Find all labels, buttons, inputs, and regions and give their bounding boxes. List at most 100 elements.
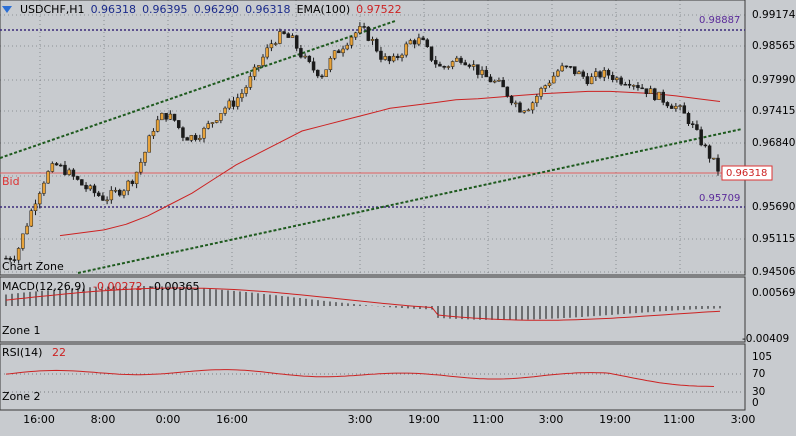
ema-line — [59, 90, 721, 237]
candle-body — [134, 171, 139, 184]
candle-body — [509, 95, 514, 104]
candle-body — [63, 164, 67, 175]
candle-body — [631, 85, 636, 87]
candle-body — [450, 61, 455, 67]
candle-body — [594, 71, 598, 78]
candle-body — [417, 37, 421, 45]
candle-body — [88, 185, 93, 190]
rsi-axis-70: 70 — [752, 368, 766, 380]
candle-body — [299, 48, 303, 58]
time-tick: 8:00 — [90, 413, 116, 426]
candle-body — [307, 55, 312, 62]
candle-body — [476, 64, 480, 75]
candle-body — [176, 120, 181, 128]
candle-body — [433, 60, 438, 65]
candle-body — [189, 135, 194, 141]
candle-body — [172, 113, 177, 121]
candle-body — [181, 127, 185, 138]
candle-body — [193, 135, 198, 140]
candle-body — [707, 145, 712, 159]
candle-body — [471, 64, 476, 67]
high-value: 0.96395 — [142, 3, 188, 16]
candle-body — [606, 70, 611, 76]
macd-value1: -0.00272 — [93, 280, 143, 293]
candle-body — [446, 66, 451, 68]
candle-body — [682, 105, 687, 114]
candle-body — [358, 26, 362, 34]
candle-body — [610, 75, 615, 80]
candle-body — [122, 190, 126, 196]
rsi-axis-0: 0 — [752, 397, 759, 409]
candle-body — [644, 88, 649, 94]
macd-label: MACD(12,26,9) — [2, 280, 86, 293]
rsi-axis-30: 30 — [752, 386, 766, 398]
candle-body — [109, 190, 114, 201]
candle-body — [463, 62, 467, 66]
candle-body — [206, 123, 210, 129]
symbol-label: USDCHF,H1 — [20, 3, 85, 16]
candle-body — [328, 58, 333, 70]
candle-body — [147, 135, 151, 153]
candle-body — [337, 50, 341, 54]
open-value: 0.96318 — [90, 3, 137, 16]
macd-pane — [0, 276, 746, 343]
candle-body — [67, 169, 71, 175]
candle-body — [101, 195, 105, 201]
candle-body — [320, 75, 324, 78]
candle-body — [164, 113, 168, 120]
rsi-axis-105: 105 — [752, 351, 773, 363]
bid-value: 0.96318 — [726, 168, 768, 179]
candle-body — [118, 189, 122, 196]
candle-body — [185, 137, 189, 141]
channel-lower-line[interactable] — [77, 128, 743, 274]
rsi-path — [5, 369, 715, 387]
candle-body — [294, 35, 299, 49]
price-tick: 0.99174 — [752, 9, 796, 21]
candle-body — [636, 85, 640, 89]
dropdown-arrow-icon[interactable] — [2, 6, 12, 13]
candle-body — [669, 105, 674, 109]
candle-body — [96, 192, 101, 197]
candle-body — [589, 76, 594, 85]
candle-body — [535, 96, 539, 104]
ema-value: 0.97522 — [356, 3, 402, 16]
candle-body — [252, 66, 257, 77]
candle-body — [488, 76, 493, 83]
candle-body — [543, 85, 548, 89]
ohlc-header: USDCHF,H1 0.96318 0.96395 0.96290 0.9631… — [2, 3, 402, 16]
candle-body — [4, 257, 8, 260]
candle-body — [690, 123, 695, 125]
candle-body — [648, 88, 653, 94]
candle-body — [547, 82, 552, 86]
candle-body — [37, 193, 42, 205]
candle-body — [105, 199, 109, 202]
candle-body — [25, 225, 29, 235]
close-value: 0.96318 — [245, 3, 291, 16]
candle-body — [143, 151, 147, 163]
macd-axis-top: 0.00569 — [752, 287, 796, 299]
candle-body — [712, 157, 716, 160]
candle-body — [168, 113, 173, 120]
candle-body — [442, 65, 446, 68]
candle-body — [202, 128, 206, 139]
time-tick: 11:00 — [663, 413, 695, 426]
candle-body — [261, 56, 265, 66]
candle-body — [514, 102, 518, 105]
candle-body — [214, 120, 219, 123]
candle-body — [530, 102, 535, 111]
zone1-label: Zone 1 — [2, 324, 41, 337]
candle-body — [492, 80, 497, 83]
price-tick: 0.96840 — [752, 137, 796, 149]
candle-body — [278, 31, 282, 44]
rsi-title: RSI(14) 22 — [2, 347, 66, 359]
candle-body — [716, 157, 720, 172]
candle-body — [640, 87, 644, 90]
candle-body — [421, 37, 425, 41]
candle-body — [484, 69, 489, 78]
time-tick: 11:00 — [472, 413, 504, 426]
candle-body — [265, 47, 269, 58]
candle-body — [80, 179, 84, 186]
candle-body — [54, 163, 59, 166]
macd-signal-line — [5, 287, 721, 321]
